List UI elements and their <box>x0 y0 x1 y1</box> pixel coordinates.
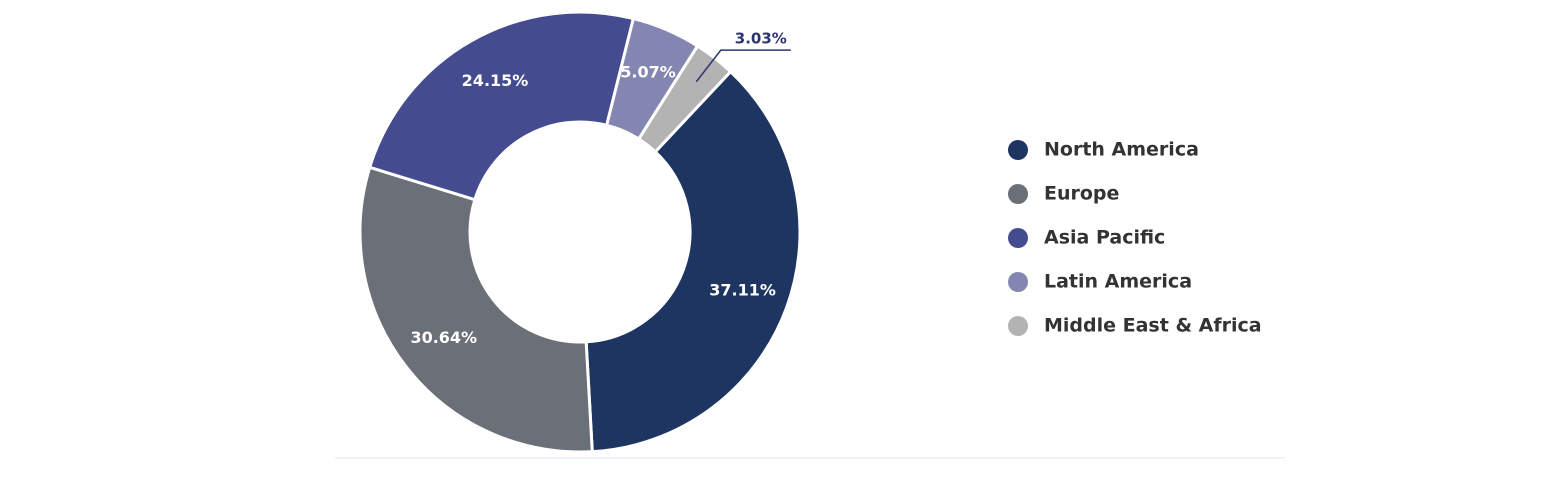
donut-slice <box>358 165 594 454</box>
value-label: 24.15% <box>462 71 529 90</box>
value-label: 5.07% <box>620 62 676 81</box>
leader-line <box>695 49 791 83</box>
donut-slice <box>584 69 802 454</box>
legend-swatch <box>1008 140 1028 160</box>
value-label: 37.11% <box>709 281 776 300</box>
legend-label: Asia Pacific <box>1044 227 1165 249</box>
value-label: 3.03% <box>735 30 787 48</box>
legend-label: Europe <box>1044 183 1119 205</box>
donut-slice <box>367 10 636 202</box>
legend-swatch <box>1008 272 1028 292</box>
legend-swatch <box>1008 228 1028 248</box>
value-label: 30.64% <box>410 328 477 347</box>
legend-swatch <box>1008 184 1028 204</box>
legend-label: Middle East & Africa <box>1044 315 1262 337</box>
legend-label: North America <box>1044 139 1199 161</box>
legend-swatch <box>1008 316 1028 336</box>
donut-slice <box>636 43 733 154</box>
legend-label: Latin America <box>1044 271 1192 293</box>
